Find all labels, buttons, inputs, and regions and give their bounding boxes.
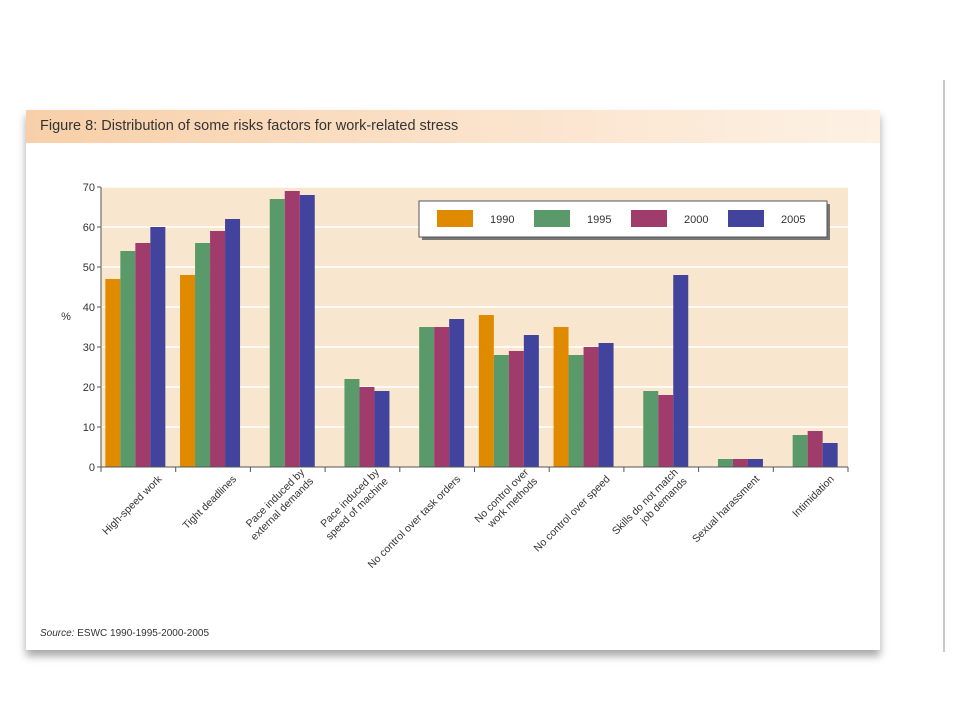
bar bbox=[553, 327, 569, 467]
x-tick-label: Pace induced byspeed of machine bbox=[315, 466, 392, 543]
x-tick-label: Intimidation bbox=[790, 473, 837, 520]
bar bbox=[150, 227, 166, 467]
bar bbox=[643, 391, 659, 467]
bar bbox=[792, 435, 808, 467]
divider-line bbox=[943, 80, 945, 652]
x-tick-label: High-speed work bbox=[100, 473, 165, 538]
bar-chart: 0 10 20 30 40 50 60 70% High-speed work Tight dea… bbox=[61, 182, 849, 571]
figure-source: Source: ESWC 1990-1995-2000-2005 bbox=[40, 628, 209, 639]
y-tick-label: 0 bbox=[89, 462, 95, 474]
y-axis-label: % bbox=[61, 311, 71, 323]
bar bbox=[210, 231, 226, 467]
bar bbox=[658, 395, 674, 467]
bar bbox=[419, 327, 435, 467]
bar bbox=[434, 327, 450, 467]
bar bbox=[583, 347, 599, 467]
legend-swatch bbox=[437, 210, 473, 227]
bar bbox=[269, 199, 285, 467]
bar bbox=[807, 431, 823, 467]
bar bbox=[195, 243, 211, 467]
legend-label: 1990 bbox=[490, 214, 514, 226]
legend-label: 2005 bbox=[781, 214, 805, 226]
legend-swatch bbox=[631, 210, 667, 227]
x-tick-label: Skills do not matchjob demands bbox=[610, 466, 690, 546]
y-tick-label: 70 bbox=[83, 182, 95, 194]
figure-card: Figure 8: Distribution of some risks fac… bbox=[26, 110, 880, 650]
bar bbox=[374, 391, 390, 467]
legend-swatch bbox=[534, 210, 570, 227]
bar bbox=[135, 243, 151, 467]
legend-label: 1995 bbox=[587, 214, 611, 226]
bar bbox=[478, 315, 494, 467]
legend-label: 2000 bbox=[684, 214, 708, 226]
y-tick-label: 40 bbox=[83, 302, 95, 314]
bar bbox=[105, 279, 121, 467]
source-label: Source: bbox=[40, 628, 75, 639]
bar bbox=[120, 251, 136, 467]
bar bbox=[508, 351, 524, 467]
figure-header: Figure 8: Distribution of some risks fac… bbox=[26, 110, 880, 143]
legend-box bbox=[418, 200, 828, 238]
bar bbox=[449, 319, 465, 467]
bar bbox=[225, 219, 241, 467]
bar bbox=[673, 275, 689, 467]
y-tick-label: 50 bbox=[83, 262, 95, 274]
y-tick-label: 60 bbox=[83, 222, 95, 234]
bar bbox=[359, 387, 375, 467]
bar bbox=[717, 459, 733, 467]
bar bbox=[523, 335, 539, 467]
bar bbox=[568, 355, 584, 467]
x-tick-label: Pace induced byexternal demands bbox=[240, 466, 317, 543]
figure-title: Figure 8: Distribution of some risks fac… bbox=[40, 118, 459, 134]
bar bbox=[598, 343, 614, 467]
x-tick-label: Sexual harassment bbox=[690, 473, 762, 545]
bar bbox=[284, 191, 300, 467]
y-tick-label: 20 bbox=[83, 382, 95, 394]
bar bbox=[344, 379, 360, 467]
bar bbox=[180, 275, 196, 467]
legend-swatch bbox=[728, 210, 764, 227]
source-text: ESWC 1990-1995-2000-2005 bbox=[77, 628, 210, 639]
bar bbox=[822, 443, 838, 467]
x-tick-label: No control over speed bbox=[531, 473, 612, 554]
bar bbox=[747, 459, 763, 467]
x-tick-label: Tight deadlines bbox=[181, 473, 240, 532]
x-tick-label: No control overwork methods bbox=[472, 466, 540, 534]
bar bbox=[299, 195, 315, 467]
y-tick-label: 30 bbox=[83, 342, 95, 354]
y-tick-label: 10 bbox=[83, 422, 95, 434]
bar bbox=[732, 459, 748, 467]
bar bbox=[493, 355, 509, 467]
